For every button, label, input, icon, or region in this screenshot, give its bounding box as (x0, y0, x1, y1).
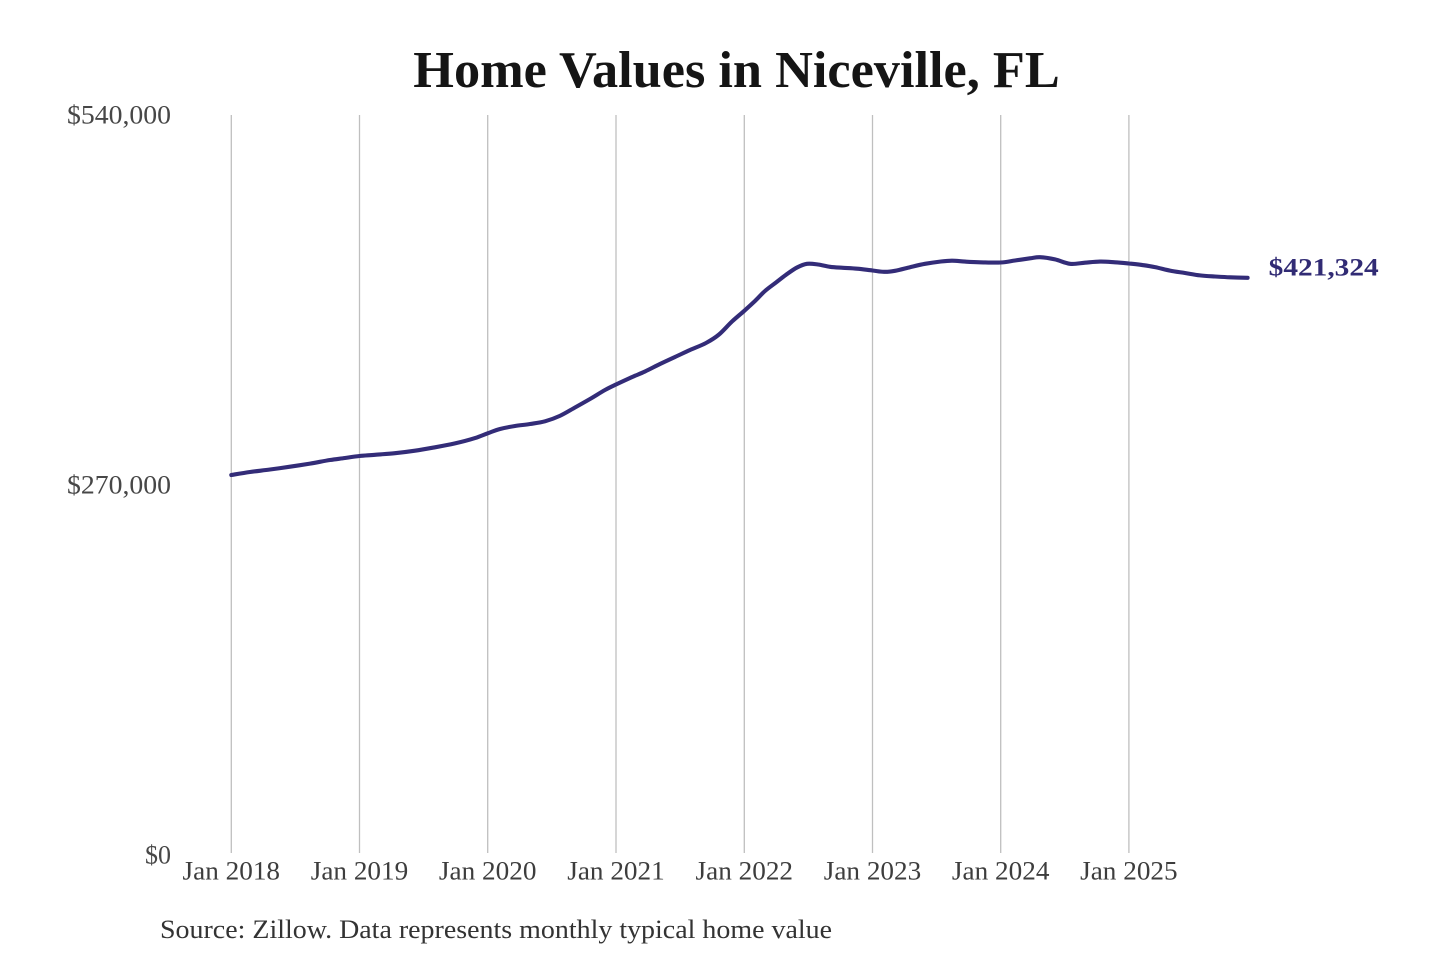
svg-text:$270,000: $270,000 (67, 471, 171, 500)
svg-text:Jan 2020: Jan 2020 (439, 857, 537, 886)
svg-text:Jan 2021: Jan 2021 (567, 857, 665, 886)
svg-text:Jan 2025: Jan 2025 (1080, 857, 1178, 886)
svg-text:Jan 2018: Jan 2018 (183, 857, 281, 886)
svg-text:$540,000: $540,000 (67, 101, 171, 130)
svg-text:$421,324: $421,324 (1269, 255, 1380, 282)
svg-text:Jan 2023: Jan 2023 (824, 857, 922, 886)
svg-text:Jan 2019: Jan 2019 (311, 857, 409, 886)
svg-text:Jan 2022: Jan 2022 (696, 857, 794, 886)
svg-text:Home Values in Niceville, FL: Home Values in Niceville, FL (413, 41, 1059, 99)
svg-text:Source: Zillow. Data represent: Source: Zillow. Data represents monthly … (160, 915, 832, 944)
svg-text:$0: $0 (145, 841, 171, 870)
svg-text:Jan 2024: Jan 2024 (952, 857, 1050, 886)
